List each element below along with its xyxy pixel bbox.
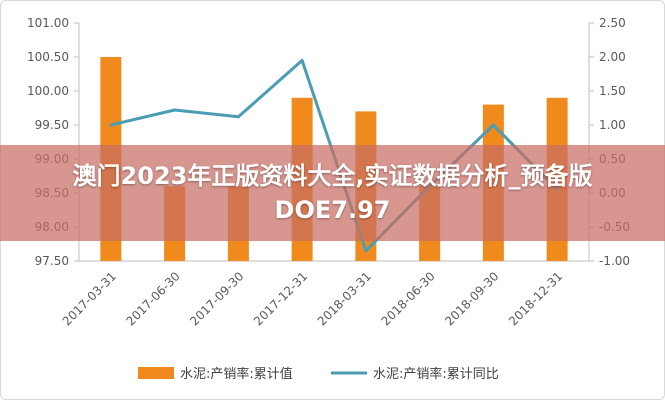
right-tick-label: 2.00 (599, 50, 626, 64)
x-tick-label: 2018-06-30 (379, 269, 438, 328)
line-point (364, 249, 368, 253)
x-tick-label: 2018-12-31 (506, 269, 565, 328)
right-tick-label: 2.50 (599, 16, 626, 30)
left-tick-label: 97.50 (35, 254, 69, 268)
right-tick-label: 1.00 (599, 118, 626, 132)
right-tick-label: 1.50 (599, 84, 626, 98)
x-tick-label: 2017-06-30 (124, 269, 183, 328)
right-tick-label: -1.00 (599, 254, 630, 268)
x-tick-label: 2017-12-31 (251, 269, 310, 328)
left-tick-label: 101.00 (27, 16, 69, 30)
x-tick-label: 2017-09-30 (187, 269, 246, 328)
legend-label-bar: 水泥:产销率:累计值 (180, 366, 293, 382)
watermark-text: 澳门2023年正版资料大全,实证数据分析_预备版DOE7.97 (72, 162, 593, 224)
watermark-banner: 澳门2023年正版资料大全,实证数据分析_预备版DOE7.97 (0, 145, 665, 241)
legend-swatch-bar (138, 367, 174, 379)
x-tick-label: 2018-03-31 (315, 269, 374, 328)
legend-label-line: 水泥:产销率:累计同比 (373, 366, 499, 382)
left-tick-label: 100.00 (27, 84, 69, 98)
line-point (491, 123, 495, 127)
x-tick-label: 2018-09-30 (442, 269, 501, 328)
line-point (236, 115, 240, 119)
line-point (109, 123, 113, 127)
line-point (173, 108, 177, 112)
left-tick-label: 100.50 (27, 50, 69, 64)
left-tick-label: 99.50 (35, 118, 69, 132)
x-tick-label: 2017-03-31 (60, 269, 119, 328)
line-point (300, 58, 304, 62)
